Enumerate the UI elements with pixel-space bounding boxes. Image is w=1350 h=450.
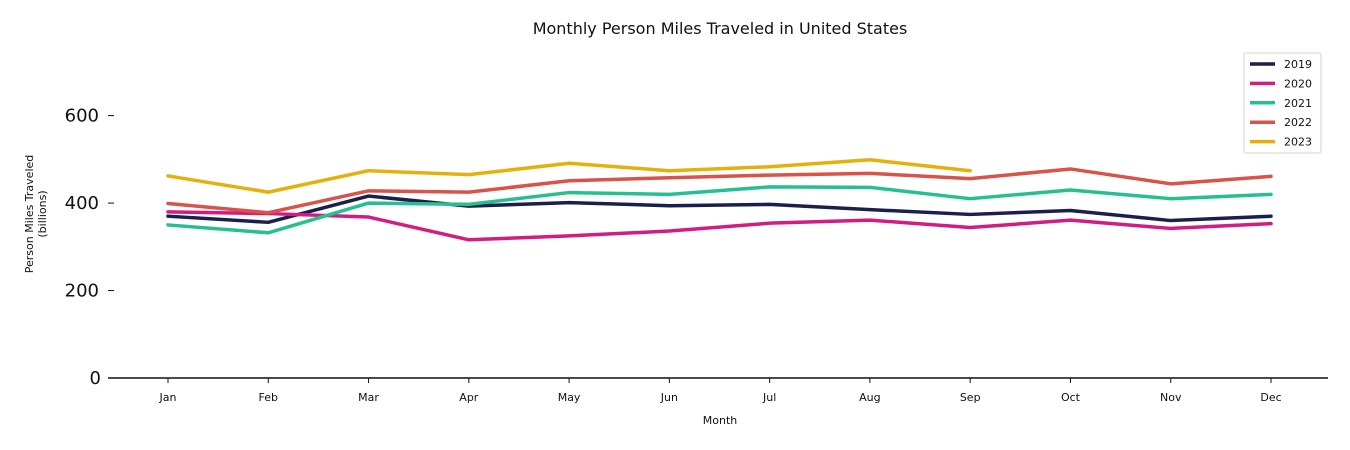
legend: 2019 2020 2021 2022 2023 bbox=[1243, 52, 1322, 154]
x-tick-label: May bbox=[558, 391, 581, 404]
y-axis-label: Person Miles Traveled(billions) bbox=[23, 155, 49, 274]
series-layer bbox=[166, 158, 1273, 242]
y-tick-label: 400 bbox=[65, 193, 99, 214]
legend-label: 2020 bbox=[1284, 77, 1312, 90]
series-line-2023 bbox=[166, 158, 972, 194]
legend-label: 2021 bbox=[1284, 97, 1312, 110]
x-tick-label: Jul bbox=[762, 391, 776, 404]
x-tick-label: Nov bbox=[1160, 391, 1182, 404]
series-line-2021 bbox=[166, 185, 1273, 235]
axes-layer: Jan Feb Mar Apr May Jun Jul Aug Sep Oct Nov Dec 0 200… bbox=[23, 106, 1328, 427]
legend-box bbox=[1243, 52, 1322, 154]
x-tick-label: Mar bbox=[358, 391, 379, 404]
y-tick-label: 0 bbox=[90, 368, 101, 389]
y-axis-label-group: Person Miles Traveled(billions) bbox=[23, 155, 49, 274]
y-tick-label: 200 bbox=[65, 281, 99, 302]
x-tick-label: Oct bbox=[1061, 391, 1081, 404]
chart-title: Monthly Person Miles Traveled in United … bbox=[533, 19, 908, 38]
legend-label: 2022 bbox=[1284, 116, 1312, 129]
x-tick-label: Jun bbox=[660, 391, 678, 404]
legend-label: 2019 bbox=[1284, 58, 1312, 71]
x-tick-label: Aug bbox=[859, 391, 880, 404]
x-tick-label: Jan bbox=[159, 391, 177, 404]
x-tick-label: Apr bbox=[459, 391, 479, 404]
series-line-2020 bbox=[166, 210, 1273, 242]
series-line-2022 bbox=[166, 167, 1273, 215]
y-tick-label: 600 bbox=[65, 106, 99, 127]
x-tick-label: Sep bbox=[960, 391, 981, 404]
x-tick-label: Dec bbox=[1260, 391, 1281, 404]
x-axis-label: Month bbox=[703, 414, 738, 427]
x-tick-label: Feb bbox=[259, 391, 278, 404]
series-line-2019 bbox=[166, 194, 1273, 225]
legend-label: 2023 bbox=[1284, 136, 1312, 149]
